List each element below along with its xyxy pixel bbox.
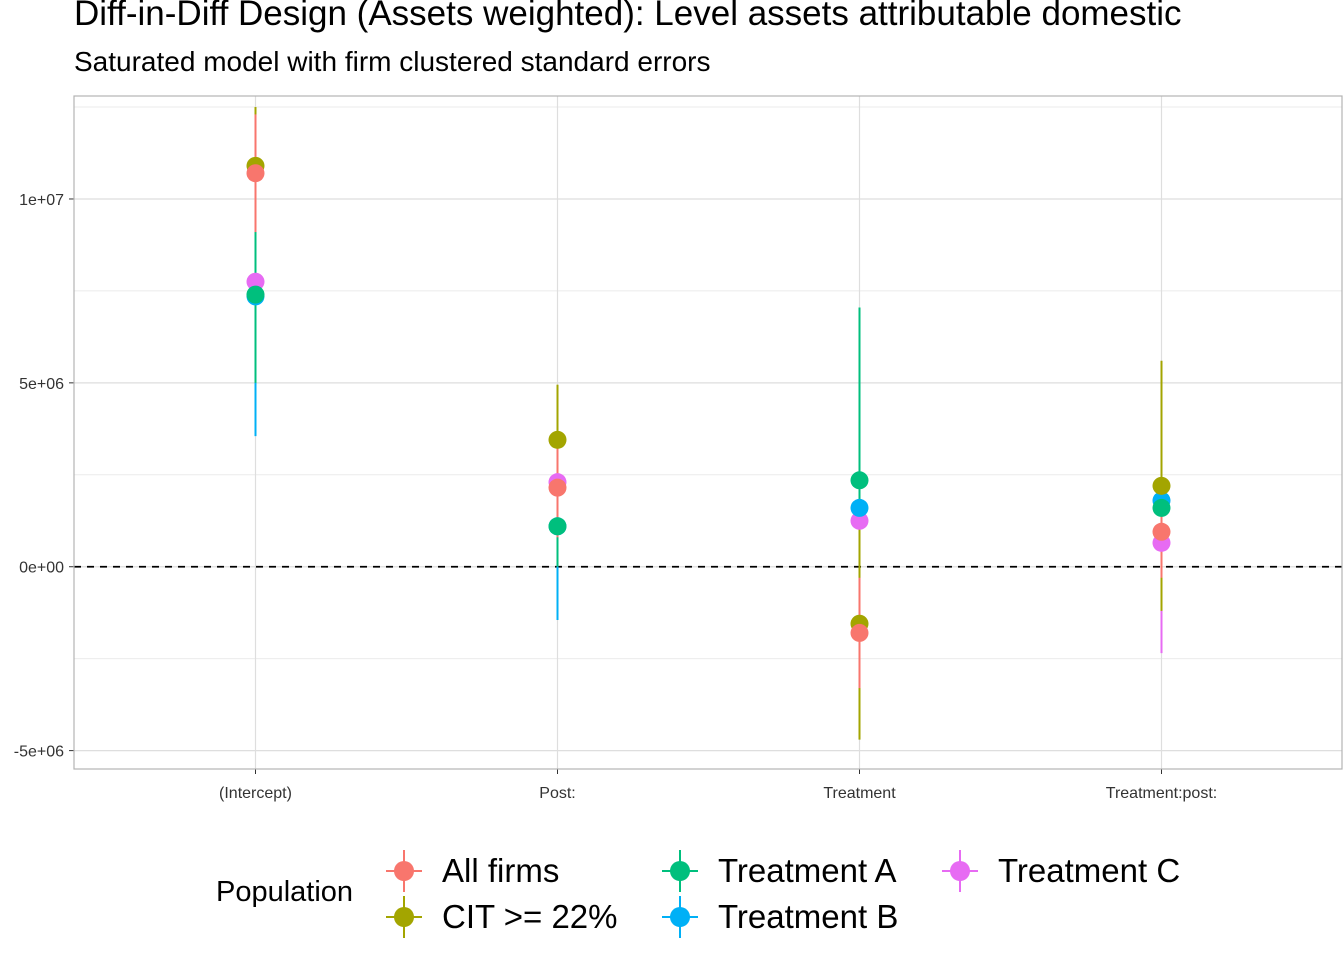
series-treatment-a xyxy=(254,224,1163,652)
legend-key xyxy=(940,848,980,894)
data-point xyxy=(850,623,869,642)
data-point xyxy=(850,498,869,517)
data-point xyxy=(1152,498,1171,517)
y-tick-label: 0e+00 xyxy=(19,560,64,577)
x-tick-label: Treatment xyxy=(823,785,896,802)
panel-border xyxy=(73,95,1343,770)
data-point xyxy=(246,272,265,291)
data-point xyxy=(246,285,265,304)
chart-subtitle: Saturated model with firm clustered stan… xyxy=(74,46,711,77)
legend-label: Treatment B xyxy=(718,898,899,935)
data-point xyxy=(1152,522,1171,541)
x-axis: (Intercept) Post: Treatment Treatment:post: xyxy=(219,769,1217,802)
legend-key xyxy=(660,894,700,940)
legend-item: Treatment B xyxy=(660,894,898,940)
data-point xyxy=(850,511,869,530)
legend-label: Treatment A xyxy=(718,852,897,889)
chart-title: Diff-in-Diff Design (Assets weighted): L… xyxy=(74,0,1182,33)
legend-key xyxy=(660,848,700,894)
data-point xyxy=(1152,476,1171,495)
legend-item: Treatment A xyxy=(660,848,897,894)
points-cit-22- xyxy=(246,156,1171,633)
points-all-firms xyxy=(246,164,1171,642)
data-point xyxy=(548,478,567,497)
legend-item: Treatment C xyxy=(940,848,1180,894)
legend-label: Treatment C xyxy=(998,852,1181,889)
series-treatment-c xyxy=(254,221,1163,654)
data-point xyxy=(850,471,869,490)
legend-title: Population xyxy=(216,876,354,908)
y-axis: -5e+06 0e+00 5e+06 1e+07 xyxy=(14,192,74,761)
x-tick-label: Treatment:post: xyxy=(1106,785,1217,802)
series-cit-22- xyxy=(254,107,1163,740)
x-tick-label: Post: xyxy=(539,785,575,802)
y-tick-label: 5e+06 xyxy=(19,376,64,393)
y-tick-label: -5e+06 xyxy=(14,744,64,761)
series xyxy=(246,107,1171,740)
legend-item: CIT >= 22% xyxy=(384,894,618,940)
legend-key xyxy=(384,848,424,894)
y-tick-label: 1e+07 xyxy=(19,192,64,209)
data-point xyxy=(548,517,567,536)
x-tick-label: (Intercept) xyxy=(219,785,292,802)
data-point xyxy=(246,164,265,183)
data-point xyxy=(548,430,567,449)
series-treatment-b xyxy=(254,232,1163,641)
series-all-firms xyxy=(254,114,1163,689)
points-treatment-b xyxy=(246,287,1171,536)
points-treatment-a xyxy=(246,285,1171,536)
legend-label: All firms xyxy=(442,852,560,889)
points-treatment-c xyxy=(246,272,1171,552)
legend-key xyxy=(384,894,424,940)
legend-item: All firms xyxy=(384,848,559,894)
gridlines xyxy=(74,96,1342,769)
legend-label: CIT >= 22% xyxy=(442,898,618,935)
